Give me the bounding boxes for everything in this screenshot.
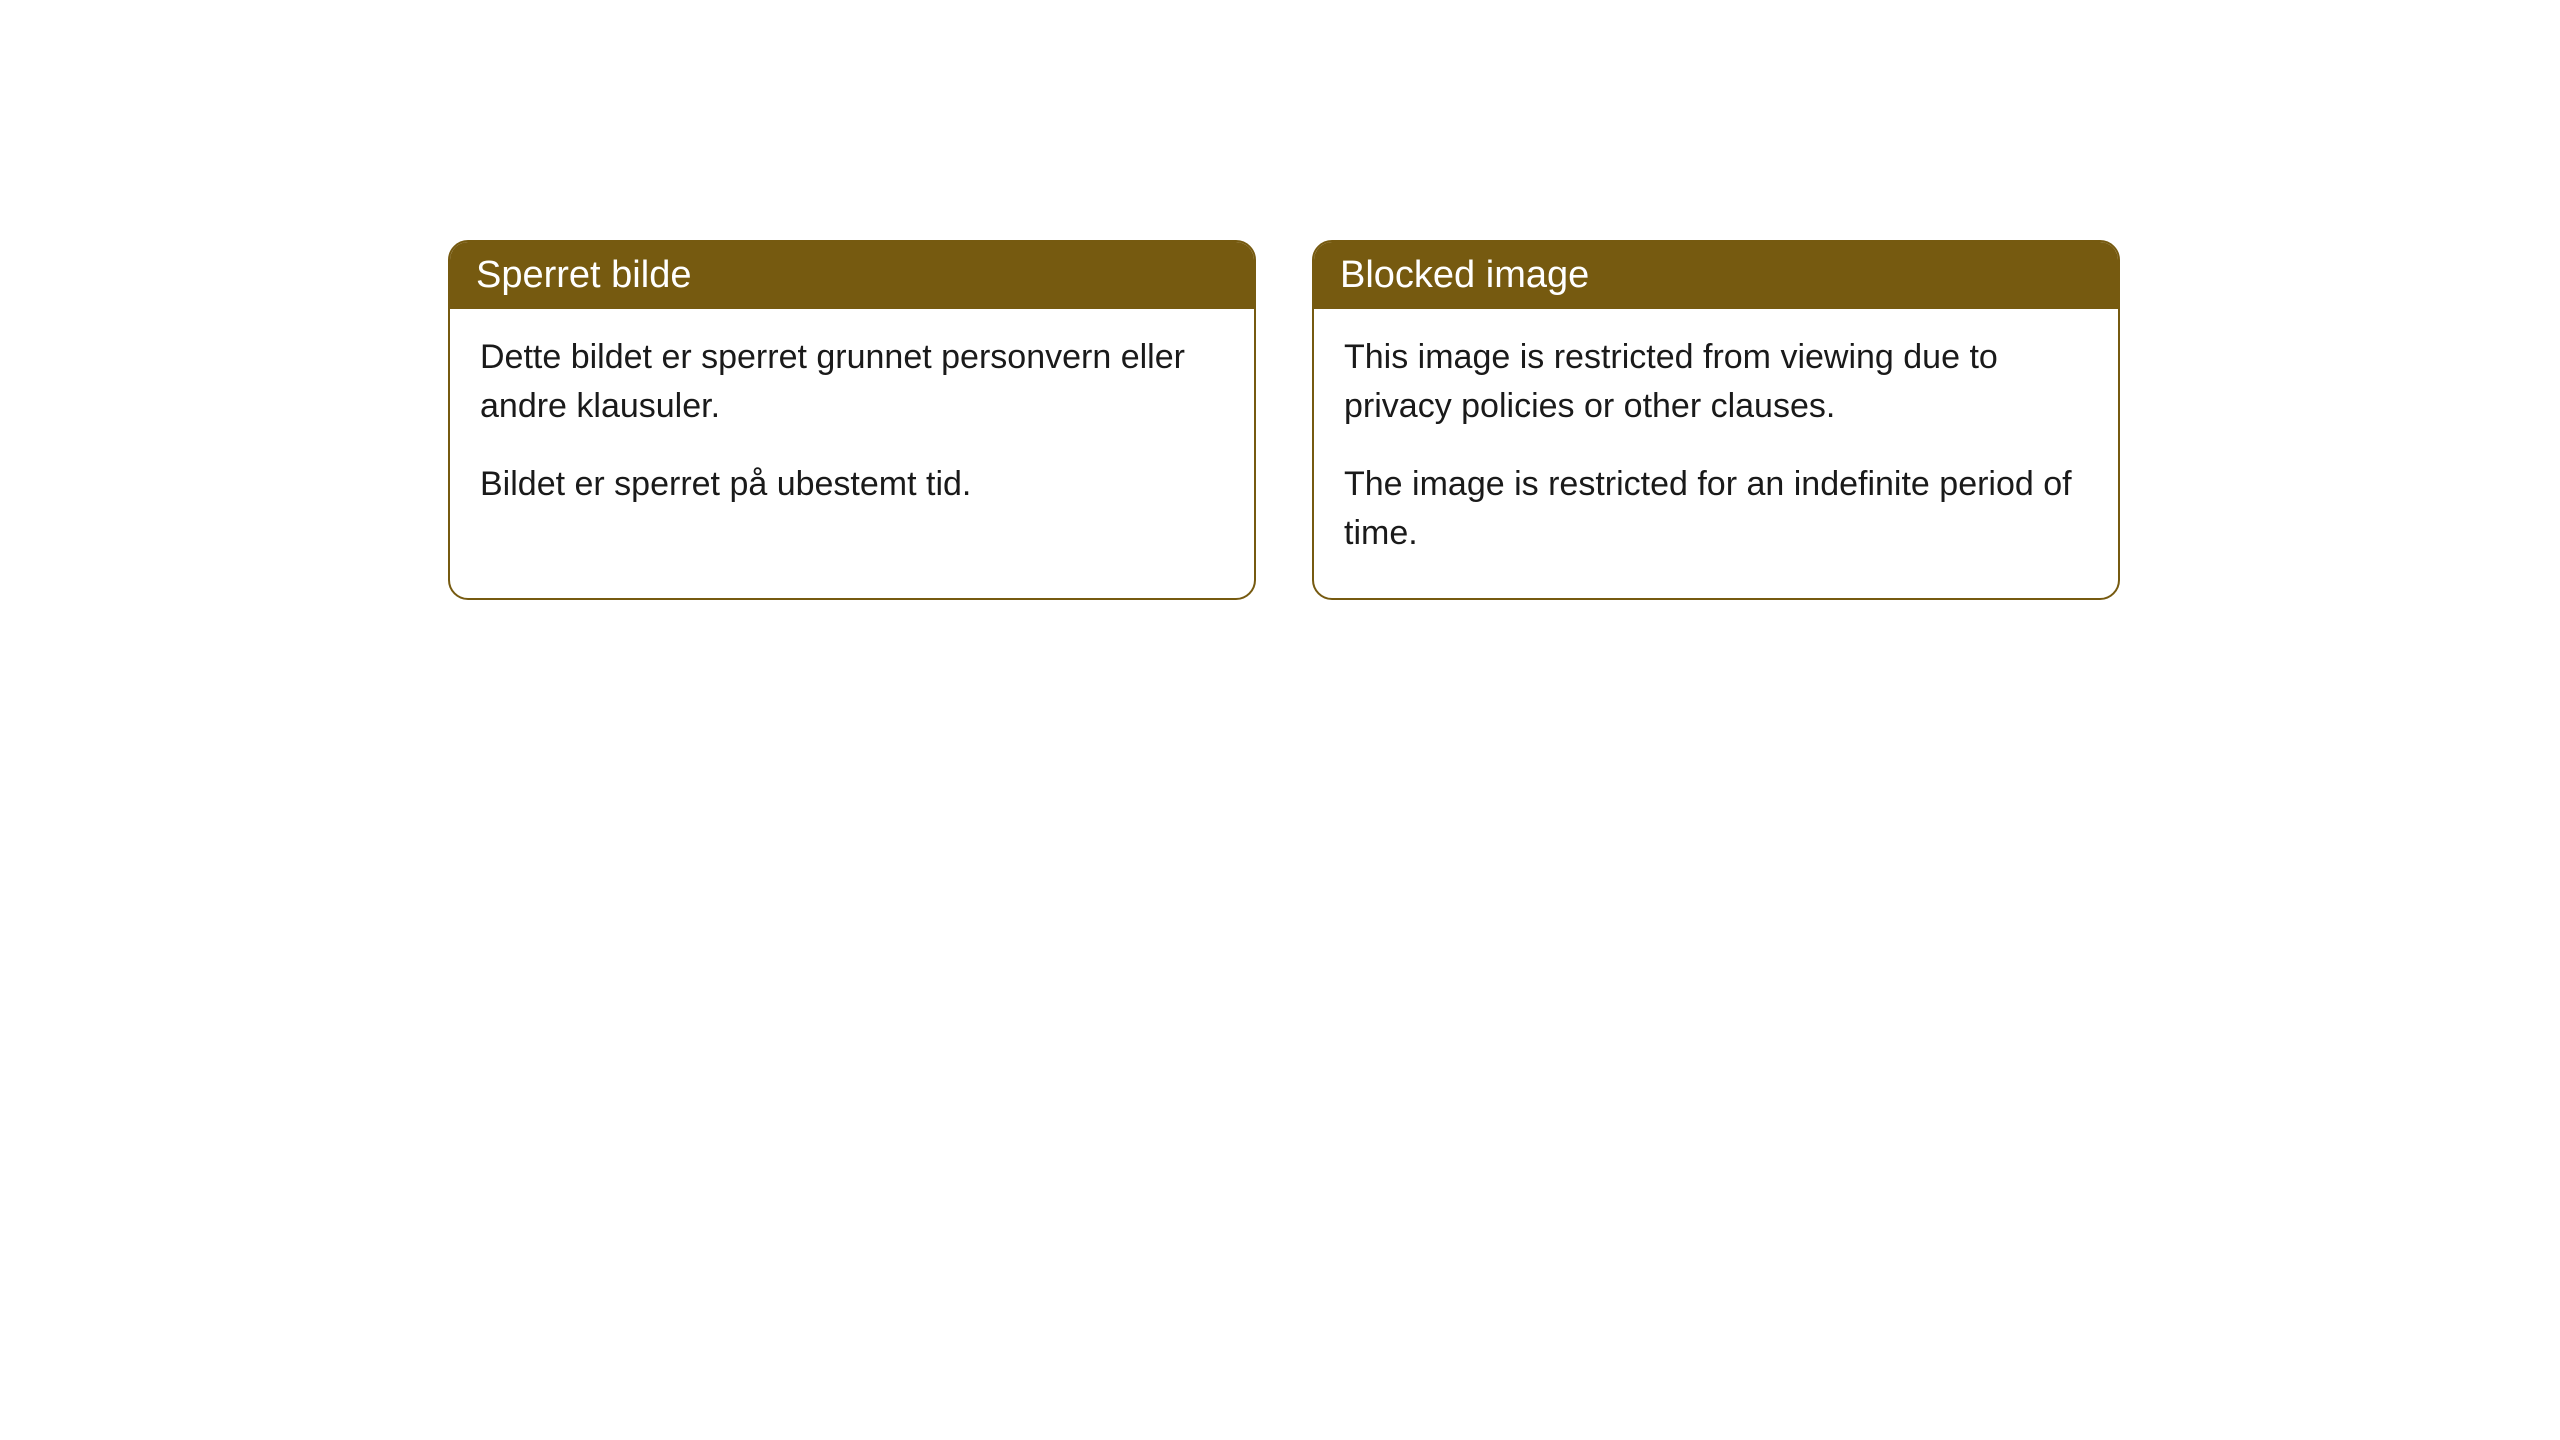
card-title: Blocked image [1340,254,1589,296]
card-paragraph: The image is restricted for an indefinit… [1344,460,2088,559]
card-english: Blocked image This image is restricted f… [1312,240,2120,600]
cards-container: Sperret bilde Dette bildet er sperret gr… [448,240,2120,600]
card-header-english: Blocked image [1314,242,2118,309]
card-body-english: This image is restricted from viewing du… [1314,309,2118,598]
card-paragraph: Dette bildet er sperret grunnet personve… [480,333,1224,432]
card-paragraph: Bildet er sperret på ubestemt tid. [480,460,1224,509]
card-header-norwegian: Sperret bilde [450,242,1254,309]
card-norwegian: Sperret bilde Dette bildet er sperret gr… [448,240,1256,600]
card-title: Sperret bilde [476,254,691,296]
card-body-norwegian: Dette bildet er sperret grunnet personve… [450,309,1254,549]
card-paragraph: This image is restricted from viewing du… [1344,333,2088,432]
